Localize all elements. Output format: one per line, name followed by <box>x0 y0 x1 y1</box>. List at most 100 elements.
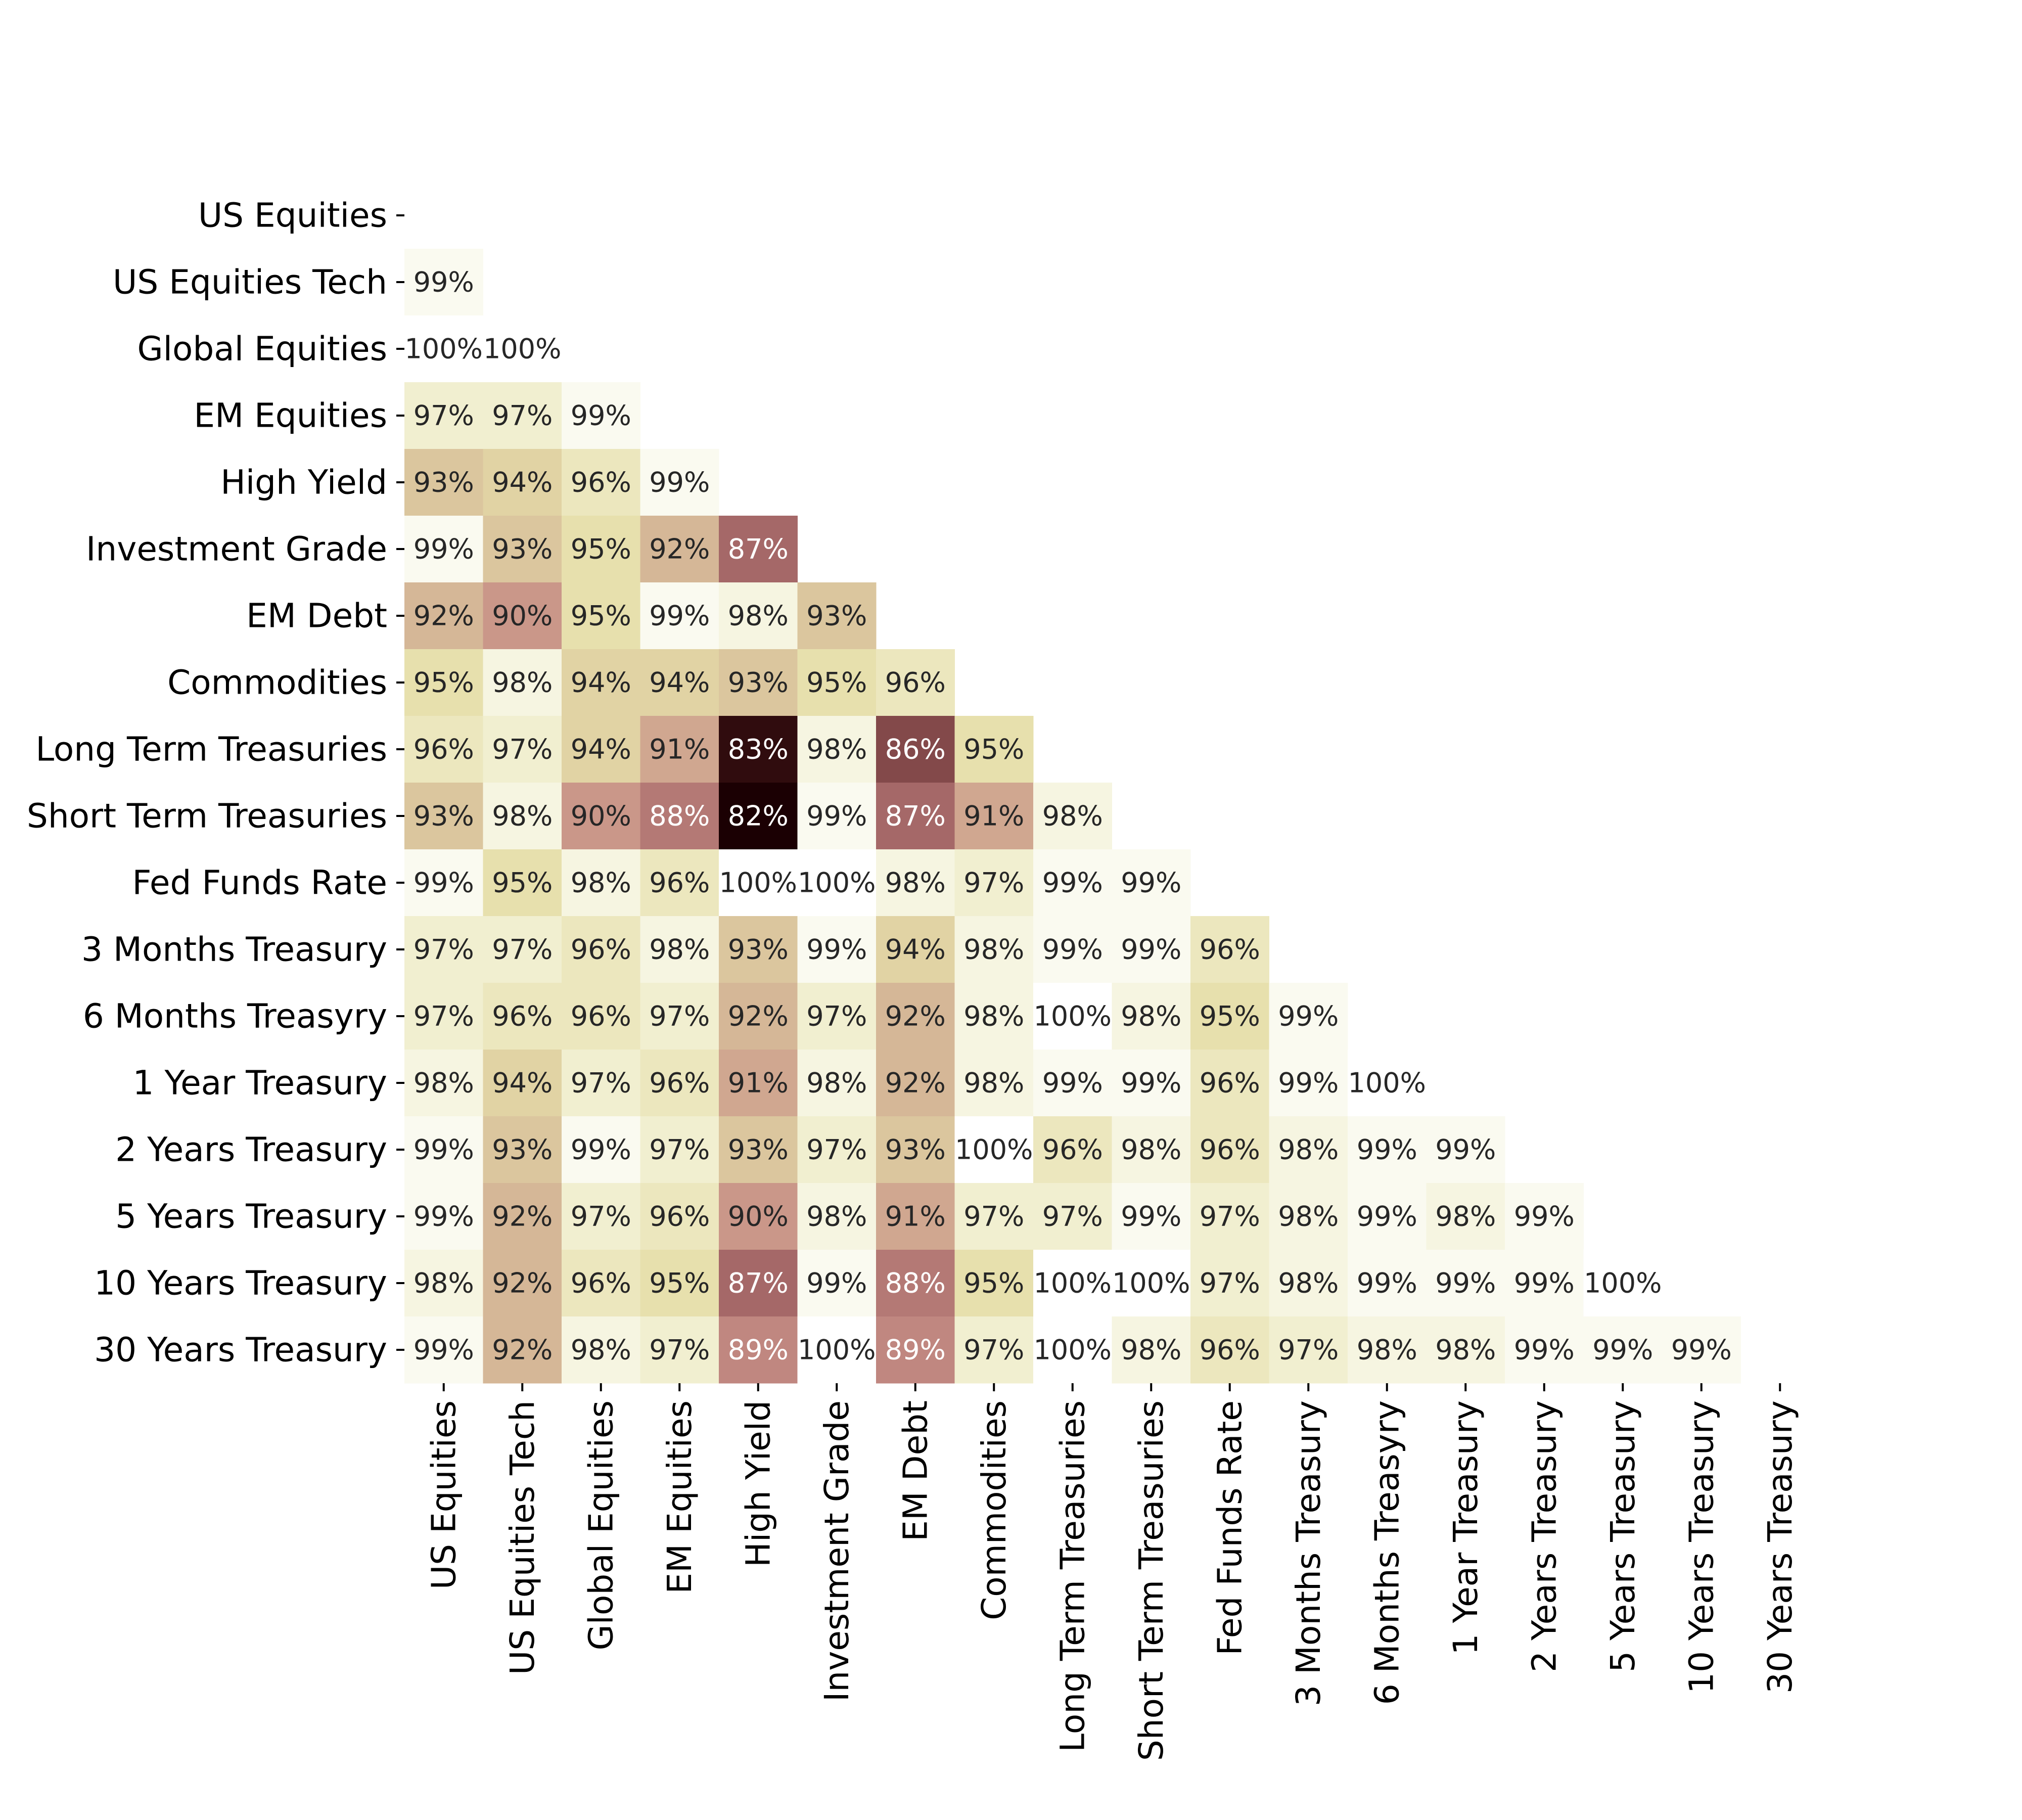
heatmap-cell-3-months-treasury-commodities <box>954 916 1034 983</box>
x-tick-label-high-yield: High Yield <box>739 1400 777 1567</box>
cell-value-label: 100% <box>1584 1267 1662 1299</box>
cell-value-label: 97% <box>649 1134 710 1166</box>
heatmap-cell-fed-funds-rate-high-yield <box>719 849 798 917</box>
cell-value-label: 98% <box>1121 1334 1181 1366</box>
heatmap-cell-30-years-treasury-6-months-treasyry <box>1348 1316 1427 1384</box>
heatmap-cell-fed-funds-rate-em-equities <box>640 849 719 917</box>
cell-value-label: 92% <box>728 1000 789 1032</box>
heatmap-cell-2-years-treasury-short-term-treasuries <box>1112 1116 1191 1184</box>
cell-value-label: 99% <box>806 800 867 832</box>
cell-value-label: 94% <box>649 667 710 699</box>
cell-value-label: 96% <box>1042 1134 1103 1166</box>
heatmap-cell-1-year-treasury-long-term-treasuries <box>1033 1050 1112 1117</box>
y-tick-label-3-months-treasury: 3 Months Treasury <box>81 930 387 969</box>
cell-value-label: 95% <box>806 667 867 699</box>
x-tick-label-fed-funds-rate: Fed Funds Rate <box>1210 1400 1249 1655</box>
x-tick-label-6-months-treasyry: 6 Months Treasyry <box>1367 1400 1406 1705</box>
heatmap-cell-5-years-treasury-us-equities <box>404 1183 483 1250</box>
heatmap-cell-2-years-treasury-3-months-treasury <box>1269 1116 1348 1184</box>
heatmap-cell-10-years-treasury-2-years-treasury <box>1505 1250 1584 1317</box>
cell-value-label: 99% <box>1278 1067 1339 1099</box>
cell-value-label: 99% <box>413 1334 474 1366</box>
cell-value-label: 97% <box>649 1334 710 1366</box>
heatmap-cell-1-year-treasury-commodities <box>954 1050 1034 1117</box>
cell-value-label: 99% <box>1514 1267 1575 1299</box>
heatmap-cell-short-term-treasuries-us-equities <box>404 783 483 850</box>
cell-value-label: 99% <box>1121 1201 1181 1233</box>
cell-value-label: 98% <box>1435 1334 1496 1366</box>
cell-value-label: 98% <box>571 867 631 899</box>
heatmap-cell-em-debt-high-yield <box>719 582 798 650</box>
heatmap-cell-long-term-treasuries-global-equities <box>562 716 640 783</box>
heatmap-cell-1-year-treasury-fed-funds-rate <box>1190 1050 1269 1117</box>
heatmap-cell-6-months-treasyry-high-yield <box>719 983 798 1050</box>
heatmap-cell-5-years-treasury-em-equities <box>640 1183 719 1250</box>
heatmap-cell-high-yield-us-equities-tech <box>483 449 562 516</box>
cell-value-label: 90% <box>571 800 631 832</box>
heatmap-cell-long-term-treasuries-em-debt <box>876 716 955 783</box>
heatmap-cell-10-years-treasury-fed-funds-rate <box>1190 1250 1269 1317</box>
cell-value-label: 99% <box>1514 1334 1575 1366</box>
heatmap-cell-global-equities-us-equities-tech <box>483 315 562 383</box>
heatmap-cell-30-years-treasury-us-equities-tech <box>483 1316 562 1384</box>
cell-value-label: 99% <box>1121 934 1181 966</box>
heatmap-cell-5-years-treasury-fed-funds-rate <box>1190 1183 1269 1250</box>
heatmap-cell-30-years-treasury-3-months-treasury <box>1269 1316 1348 1384</box>
heatmap-cell-commodities-high-yield <box>719 649 798 716</box>
heatmap-cell-1-year-treasury-3-months-treasury <box>1269 1050 1348 1117</box>
heatmap-cell-10-years-treasury-em-equities <box>640 1250 719 1317</box>
cell-value-label: 97% <box>413 934 474 966</box>
cell-value-label: 92% <box>492 1201 553 1233</box>
heatmap-cell-long-term-treasuries-us-equities-tech <box>483 716 562 783</box>
heatmap-cell-short-term-treasuries-em-equities <box>640 783 719 850</box>
cell-value-label: 96% <box>1200 1334 1260 1366</box>
cell-value-label: 98% <box>413 1067 474 1099</box>
cell-value-label: 92% <box>649 533 710 565</box>
cell-value-label: 96% <box>885 667 946 699</box>
heatmap-cell-5-years-treasury-3-months-treasury <box>1269 1183 1348 1250</box>
y-tick-label-5-years-treasury: 5 Years Treasury <box>115 1197 387 1236</box>
cell-value-label: 93% <box>413 467 474 498</box>
cell-value-label: 95% <box>963 734 1024 765</box>
cell-value-label: 89% <box>885 1334 946 1366</box>
heatmap-cell-2-years-treasury-us-equities <box>404 1116 483 1184</box>
cell-value-label: 98% <box>413 1267 474 1299</box>
cell-value-label: 93% <box>806 600 867 632</box>
heatmap-cell-high-yield-em-equities <box>640 449 719 516</box>
cell-value-label: 97% <box>1042 1201 1103 1233</box>
y-tick-label-10-years-treasury: 10 Years Treasury <box>94 1264 387 1303</box>
cell-value-label: 98% <box>963 1000 1024 1032</box>
cell-value-label: 99% <box>571 400 631 432</box>
cell-value-label: 87% <box>728 533 789 565</box>
cell-value-label: 99% <box>413 533 474 565</box>
cell-value-label: 90% <box>728 1201 789 1233</box>
heatmap-cell-2-years-treasury-us-equities-tech <box>483 1116 562 1184</box>
heatmap-cell-6-months-treasyry-short-term-treasuries <box>1112 983 1191 1050</box>
cell-value-label: 98% <box>492 800 553 832</box>
heatmap-cell-long-term-treasuries-us-equities <box>404 716 483 783</box>
heatmap-cell-3-months-treasury-us-equities <box>404 916 483 983</box>
cell-value-label: 99% <box>1357 1267 1417 1299</box>
heatmap-cell-5-years-treasury-2-years-treasury <box>1505 1183 1584 1250</box>
heatmap-cell-fed-funds-rate-us-equities <box>404 849 483 917</box>
x-tick-label-long-term-treasuries: Long Term Treasuries <box>1053 1400 1092 1752</box>
heatmap-cell-5-years-treasury-high-yield <box>719 1183 798 1250</box>
cell-value-label: 99% <box>413 1201 474 1233</box>
heatmap-cell-10-years-treasury-high-yield <box>719 1250 798 1317</box>
cell-value-label: 98% <box>1357 1334 1417 1366</box>
cell-value-label: 94% <box>571 667 631 699</box>
cell-value-label: 98% <box>1435 1201 1496 1233</box>
heatmap-cell-3-months-treasury-investment-grade <box>797 916 877 983</box>
cell-value-label: 99% <box>806 1267 867 1299</box>
heatmap-cell-2-years-treasury-high-yield <box>719 1116 798 1184</box>
cell-value-label: 98% <box>885 867 946 899</box>
heatmap-cell-high-yield-us-equities <box>404 449 483 516</box>
x-tick-label-1-year-treasury: 1 Year Treasury <box>1446 1400 1485 1655</box>
cell-value-label: 88% <box>885 1267 946 1299</box>
heatmap-cell-10-years-treasury-long-term-treasuries <box>1033 1250 1112 1317</box>
cell-value-label: 88% <box>649 800 710 832</box>
heatmap-cell-2-years-treasury-investment-grade <box>797 1116 877 1184</box>
cell-value-label: 97% <box>413 1000 474 1032</box>
x-tick-label-2-years-treasury: 2 Years Treasury <box>1525 1400 1564 1672</box>
heatmap-cell-short-term-treasuries-global-equities <box>562 783 640 850</box>
